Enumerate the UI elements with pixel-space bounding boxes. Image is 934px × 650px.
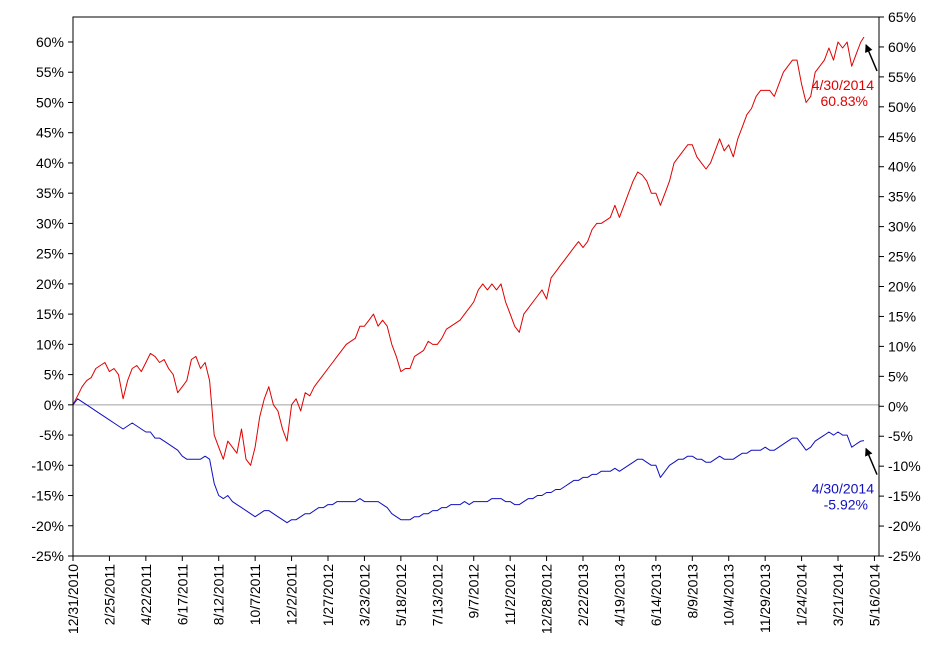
x-tick-label: 11/2/2012 bbox=[502, 564, 518, 625]
left-y-tick-label: 40% bbox=[36, 155, 64, 171]
left-y-tick-label: -20% bbox=[31, 518, 64, 534]
left-y-tick-label: 10% bbox=[36, 336, 64, 352]
x-tick-label: 3/23/2012 bbox=[356, 564, 372, 626]
right-y-tick-label: -15% bbox=[888, 488, 921, 504]
right-y-tick-label: 25% bbox=[888, 249, 916, 265]
x-tick-label: 6/17/2011 bbox=[174, 564, 190, 625]
x-tick-label: 8/12/2011 bbox=[211, 564, 227, 625]
right-y-tick-label: 55% bbox=[888, 69, 916, 85]
x-tick-label: 12/28/2012 bbox=[539, 564, 555, 634]
series-layer bbox=[72, 36, 865, 524]
left-y-tick-label: 50% bbox=[36, 94, 64, 110]
left-y-tick-label: -15% bbox=[31, 488, 64, 504]
annotation-date-label-1: 4/30/2014 bbox=[812, 77, 874, 93]
x-tick-label: 10/7/2011 bbox=[247, 564, 263, 625]
left-y-tick-label: -10% bbox=[31, 457, 64, 473]
left-y-tick-label: -5% bbox=[39, 427, 64, 443]
right-y-tick-label: -5% bbox=[888, 428, 913, 444]
left-y-tick-label: 30% bbox=[36, 215, 64, 231]
annotation-value-label-1: 60.83% bbox=[821, 93, 868, 109]
x-tick-label: 4/19/2013 bbox=[611, 564, 627, 626]
x-tick-label: 2/22/2013 bbox=[575, 564, 591, 626]
right-y-tick-label: 65% bbox=[888, 9, 916, 25]
x-tick-label: 5/16/2014 bbox=[866, 564, 882, 626]
annotation-date-label-2: 4/30/2014 bbox=[812, 481, 874, 497]
left-y-axis: 60% 55% 50% 45% 40% 35% 30% 25% 20% 15% 10% 5% 0% -5%… bbox=[31, 34, 73, 564]
annotation-arrow-2 bbox=[865, 447, 878, 475]
series-line-1 bbox=[72, 36, 865, 466]
x-tick-label: 12/31/2010 bbox=[65, 564, 81, 634]
x-tick-label: 9/7/2012 bbox=[466, 564, 482, 619]
x-tick-label: 5/18/2012 bbox=[393, 564, 409, 626]
annotation-arrow-1 bbox=[865, 44, 878, 72]
left-y-tick-label: 35% bbox=[36, 185, 64, 201]
x-tick-label: 7/13/2012 bbox=[429, 564, 445, 626]
left-y-tick-label: 60% bbox=[36, 34, 64, 50]
right-y-tick-label: -10% bbox=[888, 458, 921, 474]
right-y-tick-label: 45% bbox=[888, 129, 916, 145]
left-y-tick-label: 15% bbox=[36, 306, 64, 322]
left-y-tick-label: 25% bbox=[36, 246, 64, 262]
plot-frame bbox=[72, 16, 880, 557]
left-y-tick-label: 20% bbox=[36, 276, 64, 292]
right-y-tick-label: 0% bbox=[888, 398, 908, 414]
right-y-tick-label: 40% bbox=[888, 159, 916, 175]
right-y-tick-label: 30% bbox=[888, 219, 916, 235]
right-y-tick-label: 20% bbox=[888, 279, 916, 295]
left-y-tick-label: -25% bbox=[31, 548, 64, 564]
x-tick-label: 6/14/2013 bbox=[648, 564, 664, 626]
x-axis: 12/31/2010 2/25/2011 4/22/2011 6/17/2011 8/1… bbox=[65, 556, 882, 634]
left-y-tick-label: 45% bbox=[36, 125, 64, 141]
x-tick-label: 1/24/2014 bbox=[794, 564, 810, 626]
x-tick-label: 8/9/2013 bbox=[684, 564, 700, 619]
right-y-tick-label: 5% bbox=[888, 368, 908, 384]
x-tick-label: 2/25/2011 bbox=[101, 564, 117, 625]
x-tick-label: 1/27/2012 bbox=[320, 564, 336, 626]
right-y-tick-label: 15% bbox=[888, 308, 916, 324]
x-tick-label: 11/29/2013 bbox=[757, 564, 773, 633]
x-tick-label: 4/22/2011 bbox=[138, 564, 154, 625]
right-y-axis: 65% 60% 55% 50% 45% 40% 35% 30% 25% 20% 15% 10% 5% 0%… bbox=[879, 9, 921, 564]
left-y-tick-label: 55% bbox=[36, 64, 64, 80]
right-y-tick-label: 60% bbox=[888, 39, 916, 55]
series-line-2 bbox=[72, 398, 865, 524]
right-y-tick-label: -20% bbox=[888, 518, 921, 534]
right-y-tick-label: 10% bbox=[888, 338, 916, 354]
right-y-tick-label: 50% bbox=[888, 99, 916, 115]
annotation-value-label-2: -5.92% bbox=[824, 497, 868, 513]
right-y-tick-label: -25% bbox=[888, 548, 921, 564]
right-y-tick-label: 35% bbox=[888, 189, 916, 205]
left-y-tick-label: 5% bbox=[44, 367, 64, 383]
left-y-tick-label: 0% bbox=[44, 397, 64, 413]
x-tick-label: 3/21/2014 bbox=[830, 564, 846, 626]
x-tick-label: 12/2/2011 bbox=[284, 564, 300, 625]
x-tick-label: 10/4/2013 bbox=[721, 564, 737, 626]
